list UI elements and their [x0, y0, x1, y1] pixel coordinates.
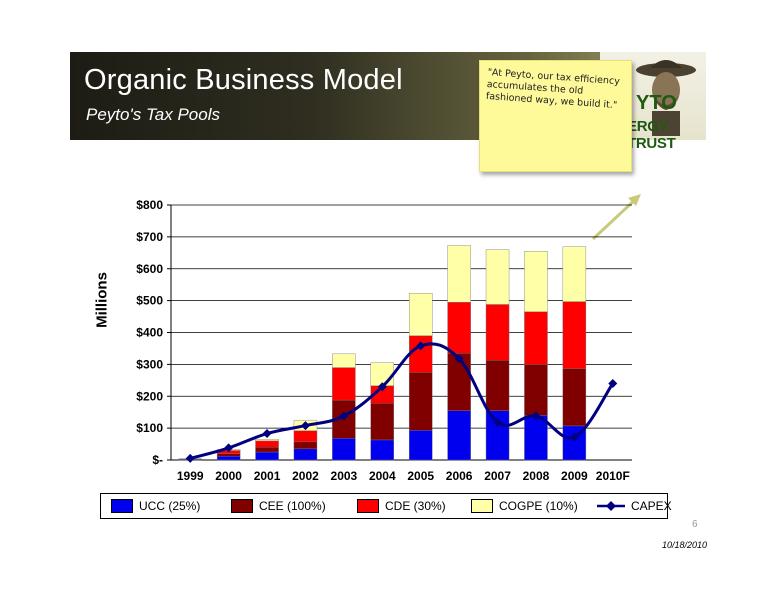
y-tick-label: $800	[136, 198, 163, 212]
capex-point	[416, 341, 426, 351]
bar-segment-cee	[370, 403, 395, 441]
bar-segment-cee	[216, 453, 241, 457]
bar-segment-cde	[332, 367, 356, 401]
legend-swatch-cde	[357, 499, 379, 513]
bar-segment-cee	[408, 372, 433, 431]
bar-segment-cde	[562, 301, 587, 369]
bar-segment-ucc	[370, 439, 395, 461]
y-tick-label: $100	[136, 421, 163, 435]
capex-point	[224, 443, 234, 453]
legend-line-capex	[597, 501, 625, 511]
legend-swatch-cee	[231, 499, 253, 513]
y-tick-label: $-	[152, 453, 163, 467]
x-tick-label: 2001	[254, 469, 281, 483]
bar-segment-cee	[485, 360, 510, 411]
bar-segment-cde	[485, 304, 510, 361]
x-tick-label: 2009	[561, 469, 588, 483]
y-tick-label: $700	[136, 230, 163, 244]
bar-segment-cee	[524, 364, 548, 416]
bar-segment-ucc	[332, 438, 356, 461]
legend-label-cde: CDE (30%)	[385, 499, 446, 513]
page-number: 6	[692, 519, 698, 530]
footer-date: 10/18/2010	[662, 540, 708, 550]
legend-label-cee: CEE (100%)	[259, 499, 326, 513]
capex-line	[189, 342, 615, 460]
bar-segment-cde	[408, 335, 433, 373]
capex-point	[454, 354, 464, 364]
capex-point	[569, 432, 579, 442]
bar-segment-ucc	[216, 455, 241, 461]
bar-segment-ucc	[293, 448, 318, 461]
legend-item-cogpe: COGPE (10%)	[471, 498, 578, 514]
page-title: Organic Business Model	[84, 64, 403, 96]
x-tick-label: 2008	[523, 469, 550, 483]
bar-segment-cee	[255, 447, 279, 453]
legend-label-ucc: UCC (25%)	[139, 499, 201, 513]
x-tick-label: 2007	[484, 469, 511, 483]
capex-point	[300, 421, 310, 431]
legend-item-cde: CDE (30%)	[357, 498, 446, 514]
y-tick-label: $400	[136, 326, 163, 340]
x-tick-label: 2006	[446, 469, 473, 483]
page-subtitle: Peyto's Tax Pools	[86, 105, 220, 124]
y-tick-label: $600	[136, 262, 163, 276]
bar-segment-cogpe	[485, 249, 510, 305]
y-tick-label: $300	[136, 357, 163, 371]
x-tick-label: 2005	[407, 469, 434, 483]
capex-point	[262, 429, 272, 439]
legend-item-capex: CAPEX	[597, 498, 672, 514]
x-tick-label: 1999	[177, 469, 204, 483]
bar-segment-cogpe	[562, 246, 587, 302]
x-tick-label: 2010F	[596, 469, 630, 483]
bar-segment-ucc	[447, 410, 471, 461]
legend-swatch-ucc	[111, 499, 133, 513]
capex-point	[493, 417, 503, 427]
y-tick-label: $200	[136, 389, 163, 403]
x-tick-label: 2004	[369, 469, 396, 483]
founder-portrait-icon	[636, 60, 696, 136]
bar-segment-cde	[447, 302, 471, 354]
legend-item-cee: CEE (100%)	[231, 498, 326, 514]
capex-point	[608, 379, 618, 388]
bar-segment-cde	[524, 311, 548, 365]
bar-segment-cogpe	[447, 245, 471, 303]
capex-point	[531, 411, 541, 421]
chart-legend: UCC (25%) CEE (100%) CDE (30%) COGPE (10…	[100, 493, 672, 519]
legend-label-cogpe: COGPE (10%)	[499, 499, 578, 513]
bar-segment-cogpe	[255, 439, 279, 442]
bar-segment-cde	[255, 440, 279, 448]
capex-point	[185, 453, 195, 463]
bar-segment-cogpe	[524, 251, 548, 312]
legend-item-ucc: UCC (25%)	[111, 498, 200, 514]
logo-text-line2: ERGY TRUST	[627, 118, 676, 152]
bar-segment-cee	[293, 441, 318, 450]
legend-swatch-cogpe	[471, 499, 493, 513]
capex-point	[377, 382, 387, 392]
capex-point	[339, 411, 349, 421]
bar-segment-cde	[293, 430, 318, 443]
x-tick-label: 2000	[215, 469, 242, 483]
bar-segment-ucc	[408, 430, 433, 461]
bar-segment-cee	[562, 368, 587, 427]
bar-segment-cogpe	[408, 293, 433, 336]
bar-segment-cogpe	[332, 353, 356, 368]
bar-segment-ucc	[524, 415, 548, 461]
logo-text-line1: YTO	[636, 92, 677, 114]
y-tick-label: $500	[136, 294, 163, 308]
x-tick-label: 2002	[292, 469, 319, 483]
x-tick-label: 2003	[331, 469, 358, 483]
sticky-note: "At Peyto, our tax efficiency accumulate…	[479, 60, 632, 172]
bar-segment-ucc	[255, 451, 279, 461]
legend-label-capex: CAPEX	[631, 499, 672, 513]
